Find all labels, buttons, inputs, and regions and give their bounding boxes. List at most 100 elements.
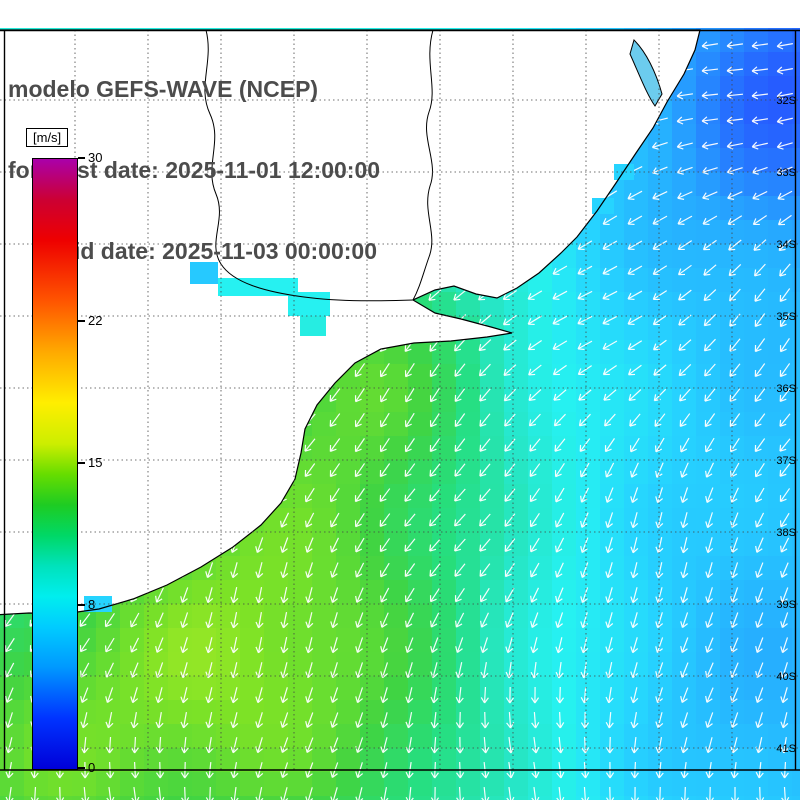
wind-arrow-icon (405, 637, 414, 653)
wind-arrow-icon (602, 240, 618, 251)
wind-arrow-icon (755, 662, 764, 678)
wind-arrow-icon (655, 637, 664, 654)
wind-arrow-icon (404, 587, 415, 603)
wind-arrow-icon (705, 712, 714, 729)
wind-arrow-icon (454, 488, 466, 502)
wind-arrow-icon (605, 612, 614, 629)
wind-arrow-icon (230, 662, 239, 679)
wind-arrow-icon (354, 387, 365, 403)
wind-arrow-icon (653, 388, 667, 402)
wind-arrow-icon (728, 263, 742, 277)
wind-arrow-icon (230, 637, 239, 654)
wind-arrow-icon (552, 364, 567, 376)
wind-arrow-icon (705, 612, 714, 629)
wind-arrow-icon (304, 438, 316, 452)
wind-arrow-icon (255, 637, 264, 654)
wind-arrow-icon (680, 562, 689, 579)
wind-arrow-icon (429, 463, 441, 477)
wind-arrow-icon (780, 712, 789, 729)
wind-arrow-icon (630, 587, 639, 604)
wind-arrow-icon (581, 736, 590, 754)
wind-arrow-icon (703, 338, 716, 352)
wind-arrow-icon (753, 239, 767, 251)
wind-arrow-icon (404, 438, 415, 453)
wind-arrow-icon (730, 712, 739, 729)
wind-arrow-icon (480, 637, 489, 654)
wind-arrow-icon (554, 463, 565, 478)
wind-arrow-icon (156, 786, 165, 800)
wind-arrow-icon (330, 662, 339, 679)
wind-arrow-icon (280, 687, 289, 704)
wind-arrow-icon (478, 339, 492, 352)
wind-arrow-icon (652, 339, 667, 351)
wind-arrow-icon (354, 537, 365, 553)
wind-arrow-icon (605, 786, 615, 800)
wind-arrow-icon (630, 712, 639, 729)
wind-arrow-icon (777, 190, 793, 200)
wind-arrow-icon (503, 364, 517, 376)
wind-arrow-icon (106, 786, 115, 800)
wind-arrow-icon (779, 512, 790, 528)
wind-arrow-icon (429, 563, 441, 577)
wind-arrow-icon (455, 736, 465, 754)
wind-arrow-icon (602, 215, 618, 226)
wind-arrow-icon (355, 637, 364, 654)
wind-arrow-icon (280, 587, 289, 604)
wind-arrow-icon (255, 687, 264, 704)
wind-arrow-icon (581, 786, 590, 800)
wind-arrow-icon (677, 215, 693, 226)
wind-arrow-icon (405, 687, 414, 704)
wind-arrow-icon (305, 612, 314, 629)
colorbar-tick-mark (78, 604, 85, 607)
wind-arrow-icon (305, 512, 315, 528)
wind-arrow-icon (680, 537, 689, 554)
wind-arrow-icon (701, 116, 719, 125)
wind-arrow-icon (355, 687, 364, 704)
wind-arrow-icon (255, 712, 264, 729)
wind-arrow-icon (655, 786, 664, 800)
wind-arrow-icon (580, 612, 589, 629)
wind-arrow-icon (630, 512, 639, 529)
wind-arrow-icon (705, 786, 715, 800)
wind-arrow-icon (726, 66, 744, 75)
wind-arrow-icon (751, 141, 768, 150)
wind-arrow-icon (329, 388, 341, 402)
wind-arrow-icon (80, 687, 89, 703)
wind-arrow-icon (604, 413, 616, 427)
wind-arrow-icon (304, 487, 315, 503)
lat-label: 38S (776, 527, 796, 539)
wind-arrow-icon (779, 338, 790, 353)
wind-arrow-icon (330, 537, 340, 553)
wind-arrow-icon (630, 736, 639, 754)
wind-arrow-icon (577, 315, 593, 325)
wind-arrow-icon (430, 662, 439, 679)
wind-arrow-icon (629, 437, 640, 453)
wind-arrow-icon (380, 687, 389, 704)
wind-arrow-icon (604, 438, 615, 453)
wind-arrow-icon (676, 91, 694, 100)
wind-arrow-icon (605, 562, 614, 579)
wind-arrow-icon (454, 363, 466, 377)
wind-arrow-icon (280, 637, 289, 654)
wind-arrow-icon (580, 587, 589, 604)
wind-arrow-icon (180, 637, 189, 654)
wind-arrow-icon (5, 662, 15, 678)
wind-arrow-icon (55, 786, 65, 800)
wind-arrow-icon (479, 388, 491, 402)
wind-arrow-icon (727, 191, 743, 200)
wind-arrow-icon (130, 712, 139, 729)
wind-arrow-icon (655, 662, 664, 679)
wind-arrow-icon (627, 364, 642, 376)
wind-arrow-icon (379, 387, 390, 403)
wind-arrow-icon (577, 290, 593, 300)
wind-arrow-icon (505, 686, 515, 704)
wind-arrow-icon (779, 413, 791, 427)
wind-arrow-icon (678, 314, 692, 326)
wind-arrow-icon (701, 166, 718, 175)
wind-arrow-icon (680, 587, 689, 604)
wind-arrow-icon (255, 537, 264, 554)
wind-arrow-icon (680, 462, 689, 478)
wind-arrow-icon (280, 737, 289, 754)
wind-arrow-icon (776, 91, 793, 100)
wind-arrow-icon (556, 711, 565, 729)
